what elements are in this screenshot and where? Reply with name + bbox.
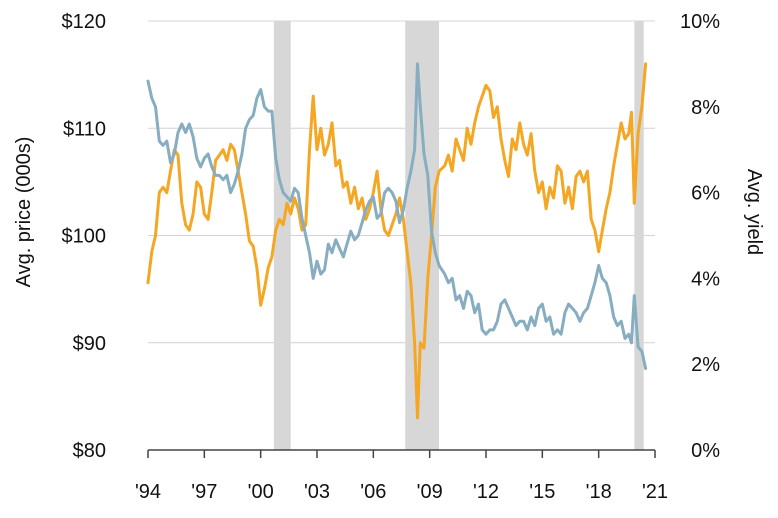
series-lines [146, 62, 648, 420]
series-line-avg-price [146, 62, 648, 420]
recession-bands [273, 21, 644, 450]
x-tick-label: '21 [642, 481, 668, 503]
x-tick-label: '94 [135, 481, 161, 503]
recession-band [273, 21, 291, 450]
recession-band [405, 21, 440, 450]
x-tick-label: '12 [473, 481, 499, 503]
gridlines [148, 20, 655, 344]
x-tick-label: '15 [529, 481, 555, 503]
y-axis-left-ticks: $120 $110 $100 $90 $80 [62, 11, 107, 462]
x-tick-label: '06 [360, 481, 386, 503]
y-left-tick-label: $110 [63, 118, 106, 140]
y-axis-left-title: Avg. price (000s) [13, 137, 35, 288]
y-right-tick-label: 2% [691, 354, 720, 376]
x-tick-label: '09 [417, 481, 443, 503]
y-right-tick-label: 10% [680, 11, 720, 33]
recession-band [634, 21, 644, 450]
x-tick-label: '00 [248, 481, 274, 503]
x-tick-label: '18 [586, 481, 612, 503]
y-axis-right-title: Avg. yield [743, 169, 765, 255]
x-axis-ticks: '94 '97 '00 '03 '06 '09 '12 '15 '18 '21 [135, 450, 668, 503]
y-right-tick-label: 4% [691, 268, 720, 290]
y-left-tick-label: $90 [73, 333, 106, 355]
y-right-tick-label: 0% [691, 440, 720, 462]
y-left-tick-label: $120 [62, 11, 107, 33]
y-left-tick-label: $100 [62, 226, 107, 248]
x-tick-label: '03 [304, 481, 330, 503]
y-axis-right-ticks: 10% 8% 6% 4% 2% 0% [680, 11, 720, 462]
y-right-tick-label: 6% [691, 183, 720, 205]
x-tick-label: '97 [191, 481, 217, 503]
y-left-tick-label: $80 [73, 440, 106, 462]
y-right-tick-label: 8% [691, 97, 720, 119]
series-line-avg-yield [146, 62, 648, 370]
